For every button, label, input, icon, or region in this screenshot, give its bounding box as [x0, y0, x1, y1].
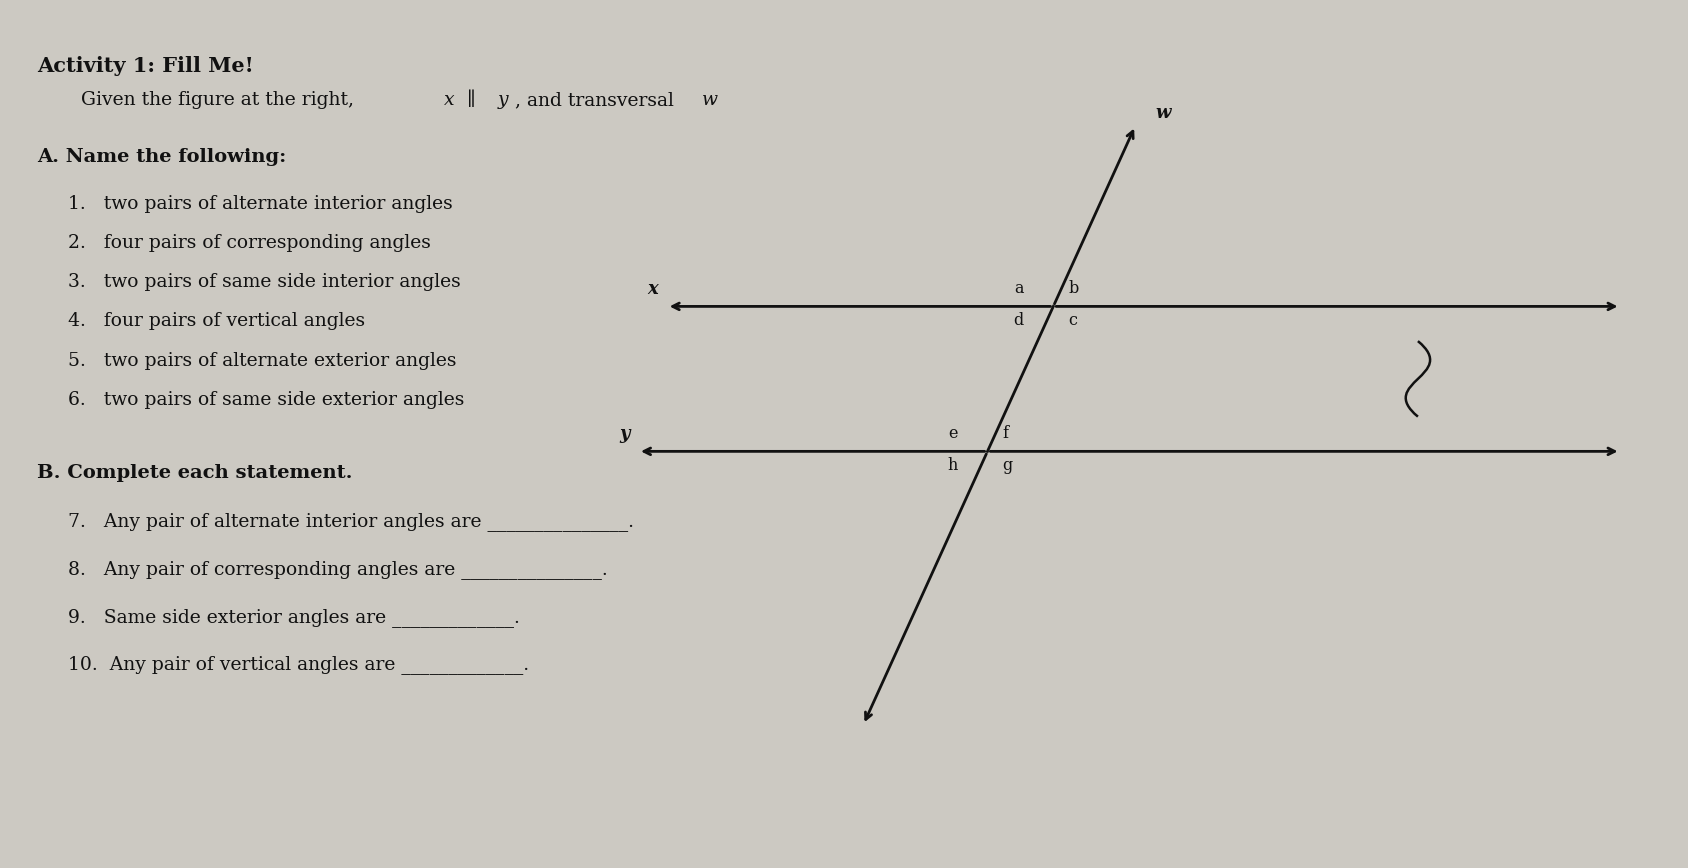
- Text: 8.   Any pair of corresponding angles are _______________.: 8. Any pair of corresponding angles are …: [68, 560, 608, 579]
- Text: 9.   Same side exterior angles are _____________.: 9. Same side exterior angles are _______…: [68, 608, 520, 627]
- Text: 5.   two pairs of alternate exterior angles: 5. two pairs of alternate exterior angle…: [68, 352, 456, 370]
- Text: Activity 1: Fill Me!: Activity 1: Fill Me!: [37, 56, 253, 76]
- Text: 10.  Any pair of vertical angles are _____________.: 10. Any pair of vertical angles are ____…: [68, 655, 528, 674]
- Text: 3.   two pairs of same side interior angles: 3. two pairs of same side interior angle…: [68, 273, 461, 292]
- Text: , and transversal: , and transversal: [515, 91, 680, 109]
- Text: y: y: [619, 424, 630, 443]
- Text: x: x: [444, 91, 454, 109]
- Text: d: d: [1013, 312, 1023, 329]
- Text: A. Name the following:: A. Name the following:: [37, 148, 287, 166]
- Text: w: w: [702, 91, 717, 109]
- Text: x: x: [648, 279, 658, 298]
- Text: B. Complete each statement.: B. Complete each statement.: [37, 464, 353, 483]
- Text: b: b: [1069, 279, 1079, 297]
- Text: 7.   Any pair of alternate interior angles are _______________.: 7. Any pair of alternate interior angles…: [68, 512, 633, 531]
- Text: g: g: [1003, 457, 1013, 474]
- Text: Given the figure at the right,: Given the figure at the right,: [81, 91, 366, 109]
- Text: f: f: [1003, 424, 1008, 442]
- Text: 2.   four pairs of corresponding angles: 2. four pairs of corresponding angles: [68, 234, 430, 253]
- Text: 1.   two pairs of alternate interior angles: 1. two pairs of alternate interior angle…: [68, 195, 452, 214]
- Text: a: a: [1014, 279, 1023, 297]
- Text: h: h: [947, 457, 957, 474]
- Text: c: c: [1069, 312, 1077, 329]
- Text: 4.   four pairs of vertical angles: 4. four pairs of vertical angles: [68, 312, 365, 331]
- Text: y: y: [498, 91, 508, 109]
- Text: w: w: [1156, 103, 1171, 122]
- Text: ∥: ∥: [461, 91, 481, 109]
- Text: e: e: [949, 424, 957, 442]
- Text: 6.   two pairs of same side exterior angles: 6. two pairs of same side exterior angle…: [68, 391, 464, 409]
